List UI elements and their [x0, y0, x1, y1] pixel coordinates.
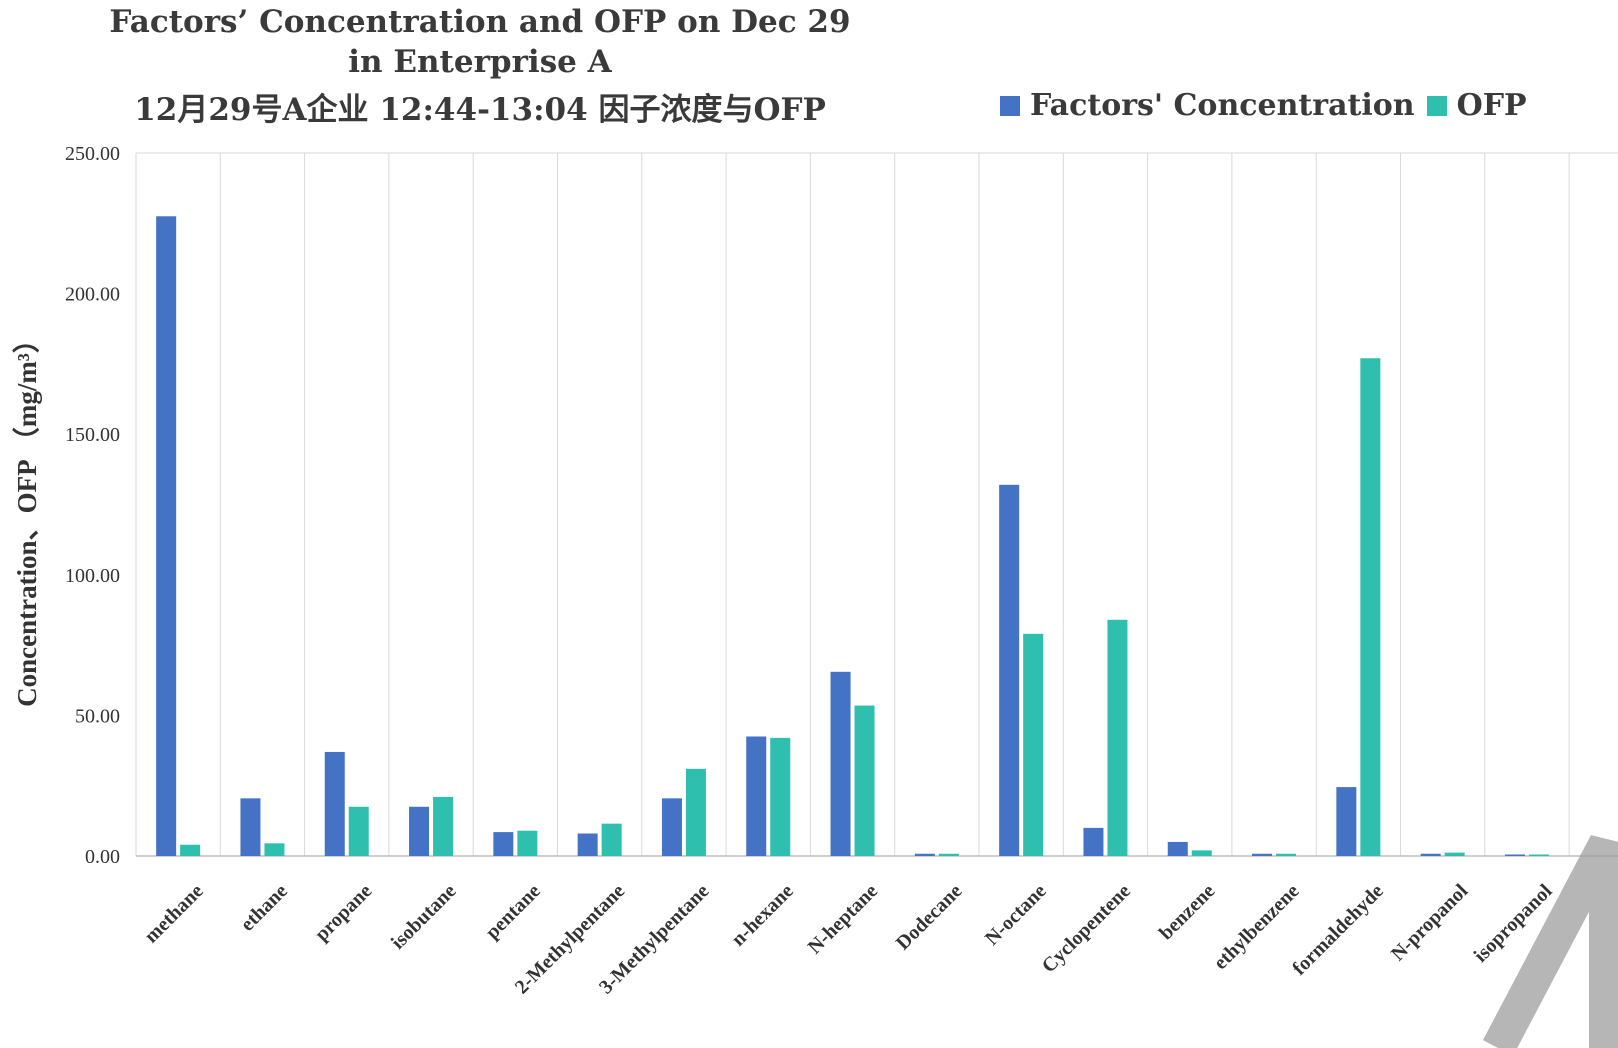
bar-concentration-2-methylpentane	[577, 833, 598, 856]
bar-concentration-cyclopentene	[1083, 827, 1104, 856]
bar-concentration-ethane	[240, 798, 261, 856]
legend-swatch-concentration	[1000, 95, 1020, 116]
y-tick-label: 50.00	[75, 705, 120, 727]
bar-ofp-benzene	[1191, 850, 1212, 856]
y-tick-label: 200.00	[65, 284, 120, 306]
x-tick-label: pentane	[481, 880, 545, 944]
y-tick-label: 100.00	[65, 565, 120, 587]
legend-swatch-ofp	[1426, 95, 1447, 116]
bar-ofp-2-methylpentane	[601, 823, 622, 856]
bar-concentration-n-propanol	[1420, 853, 1441, 856]
bar-ofp-3-methylpentane	[685, 768, 706, 856]
bar-concentration-n-hexane	[746, 736, 767, 856]
chart-title-line-1: Factors’ Concentration and OFP on Dec 29	[109, 4, 851, 40]
bar-concentration-isopropanol	[1504, 854, 1525, 856]
x-tick-label: ethylbenzene	[1209, 880, 1303, 974]
bar-concentration-isobutane	[409, 806, 430, 856]
y-tick-label: 150.00	[65, 424, 120, 446]
bar-ofp-n-hexane	[770, 737, 791, 856]
bar-concentration-dodecane	[914, 853, 935, 856]
y-tick-label: 0.00	[85, 846, 120, 868]
x-tick-label: N-propanol	[1387, 880, 1473, 966]
y-tick-label: 250.00	[65, 143, 120, 165]
x-tick-label: ethane	[236, 880, 292, 936]
x-tick-label: isobutane	[387, 880, 461, 954]
bar-ofp-formaldehyde	[1360, 358, 1381, 856]
bar-ofp-n-propanol	[1444, 852, 1465, 856]
bar-concentration-n-heptane	[830, 671, 851, 856]
x-tick-label: Cyclopentene	[1038, 880, 1135, 977]
bar-concentration-propane	[324, 751, 345, 856]
x-tick-label: Dodecane	[892, 880, 967, 955]
bar-ofp-methane	[180, 844, 201, 856]
bar-ofp-n-heptane	[854, 705, 875, 856]
bar-concentration-benzene	[1167, 841, 1188, 856]
x-tick-label: isopropanol	[1470, 880, 1557, 967]
chart-title-line-2: in Enterprise A	[348, 44, 612, 80]
bar-concentration-3-methylpentane	[661, 798, 682, 856]
legend-item-ofp: OFP	[1426, 88, 1527, 123]
x-tick-label: formaldehyde	[1288, 880, 1388, 980]
chart-title-line-3: 12月29号A企业 12:44-13:04 因子浓度与OFP	[134, 92, 826, 128]
legend-label-concentration: Factors' Concentration	[1030, 88, 1415, 123]
bar-ofp-ethylbenzene	[1276, 853, 1297, 856]
bar-ofp-isobutane	[433, 796, 454, 856]
bar-ofp-isopropanol	[1528, 854, 1549, 856]
x-tick-label: N-heptane	[804, 880, 882, 958]
legend-label-ofp: OFP	[1456, 88, 1527, 123]
chart-legend: Factors' Concentration OFP	[1000, 88, 1539, 123]
x-tick-label: n-hexane	[727, 880, 798, 951]
bar-ofp-n-octane	[1023, 633, 1044, 856]
bar-concentration-pentane	[493, 832, 514, 856]
bar-concentration-ethylbenzene	[1252, 853, 1273, 856]
bar-ofp-dodecane	[938, 853, 959, 856]
x-tick-label: N-octane	[981, 880, 1051, 950]
y-axis-label: Concentration、OFP （mg/m³）	[12, 326, 42, 707]
bar-concentration-n-octane	[999, 484, 1020, 856]
x-tick-label: benzene	[1155, 880, 1219, 944]
x-tick-label: propane	[311, 880, 377, 946]
bar-ofp-ethane	[264, 843, 285, 856]
bar-ofp-propane	[348, 806, 369, 856]
bar-ofp-pentane	[517, 830, 538, 856]
x-tick-label: methane	[140, 880, 207, 947]
legend-item-concentration: Factors' Concentration	[1000, 88, 1415, 123]
bar-concentration-formaldehyde	[1336, 787, 1357, 856]
bar-concentration-methane	[156, 216, 177, 856]
bar-ofp-cyclopentene	[1107, 619, 1128, 856]
